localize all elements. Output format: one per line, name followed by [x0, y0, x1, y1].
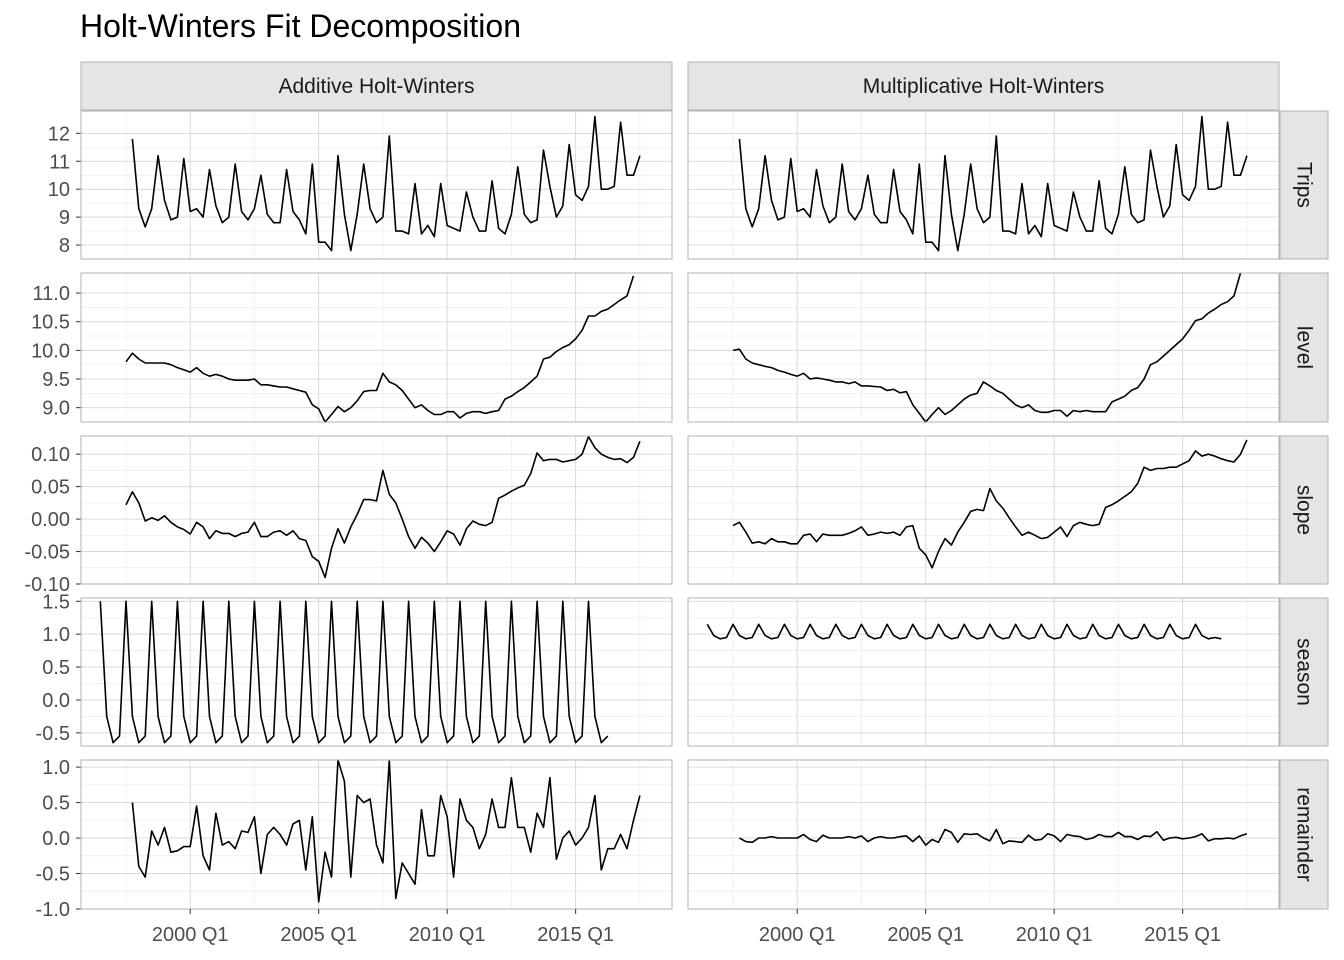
x-tick-label: 2005 Q1 — [280, 924, 357, 946]
facet-strip-row — [1279, 435, 1329, 585]
series-line-remainder-multiplicative — [739, 828, 1248, 846]
y-tick-label: 9 — [59, 207, 70, 229]
panel-background — [81, 273, 672, 422]
y-tick-label: 12 — [48, 123, 70, 145]
facet-strip-label: Additive Holt-Winters — [278, 75, 474, 98]
facet-strip-row — [1279, 272, 1329, 423]
panel-remainder-additive — [80, 759, 673, 910]
panel-background — [81, 436, 672, 584]
series-line-slope-additive — [125, 435, 641, 579]
y-tick-label: 1.0 — [42, 624, 70, 646]
y-tick-label: 9.0 — [42, 398, 70, 420]
y-tick-label: 0.00 — [31, 509, 70, 531]
panel-season-multiplicative — [687, 597, 1280, 747]
series-line-remainder-additive — [131, 759, 641, 903]
facet-strip-row — [1279, 110, 1329, 260]
panel-Trips-multiplicative — [687, 110, 1280, 260]
x-tick-label: 2010 Q1 — [409, 924, 486, 946]
facet-strip-row — [1279, 597, 1329, 747]
panel-border — [80, 597, 673, 747]
y-tick-label: -0.10 — [24, 574, 70, 596]
panel-background — [688, 598, 1279, 746]
y-tick-label: 10.0 — [31, 340, 70, 362]
y-tick-label: 0.10 — [31, 444, 70, 466]
y-tick-label: -0.05 — [24, 542, 70, 564]
facet-strip-row-label: remainder — [1293, 787, 1316, 882]
panel-slope-multiplicative — [687, 435, 1280, 585]
panel-Trips-additive — [80, 110, 673, 260]
facet-strip-row-label: level — [1293, 326, 1316, 369]
panel-background — [688, 273, 1279, 422]
series-line-slope-multiplicative — [732, 439, 1248, 569]
y-tick-label: -1.0 — [36, 899, 70, 921]
facet-strip-row-label: season — [1293, 638, 1316, 706]
x-tick-label: 2005 Q1 — [887, 924, 964, 946]
x-tick-label: 2000 Q1 — [759, 924, 836, 946]
y-tick-label: 9.5 — [42, 369, 70, 391]
y-tick-label: 1.0 — [42, 757, 70, 779]
panel-remainder-multiplicative — [687, 759, 1280, 910]
panel-border — [80, 759, 673, 910]
y-tick-label: 0.05 — [31, 477, 70, 499]
series-line-level-additive — [125, 275, 635, 423]
panel-border — [80, 435, 673, 585]
panel-border — [687, 597, 1280, 747]
facet-strip-column — [80, 61, 673, 111]
y-tick-label: 10 — [48, 179, 70, 201]
y-tick-label: 0.0 — [42, 690, 70, 712]
facet-strip-column — [687, 61, 1280, 111]
x-tick-label: 2010 Q1 — [1016, 924, 1093, 946]
y-tick-label: 11 — [49, 151, 70, 173]
panel-border — [687, 272, 1280, 423]
y-tick-label: -0.5 — [36, 864, 70, 886]
panel-season-additive — [80, 597, 673, 747]
series-line-season-additive — [99, 600, 609, 744]
panel-level-additive — [80, 272, 673, 423]
panel-level-multiplicative — [687, 272, 1280, 423]
y-tick-label: 8 — [59, 235, 70, 257]
panel-border — [687, 759, 1280, 910]
x-tick-label: 2015 Q1 — [1144, 924, 1221, 946]
panel-border — [687, 110, 1280, 260]
panel-border — [80, 272, 673, 423]
panel-background — [81, 111, 672, 259]
facet-strip-label: Multiplicative Holt-Winters — [863, 75, 1105, 98]
facet-strip-row-label: slope — [1293, 485, 1316, 535]
y-tick-label: 0.5 — [42, 657, 70, 679]
series-line-level-multiplicative — [732, 272, 1242, 423]
panel-border — [687, 435, 1280, 585]
series-line-season-multiplicative — [706, 623, 1222, 640]
chart-title: Holt-Winters Fit Decomposition — [80, 8, 521, 44]
x-tick-label: 2015 Q1 — [537, 924, 614, 946]
y-tick-label: 0.5 — [42, 793, 70, 815]
y-tick-label: 11.0 — [33, 283, 70, 305]
facet-strip-row-label: Trips — [1293, 162, 1316, 208]
series-line-Trips-multiplicative — [738, 115, 1248, 252]
panel-border — [80, 110, 673, 260]
panel-background — [688, 111, 1279, 259]
x-tick-label: 2000 Q1 — [152, 924, 229, 946]
y-tick-label: 0.0 — [42, 828, 70, 850]
y-tick-label: 1.5 — [42, 591, 70, 613]
panel-slope-additive — [80, 435, 673, 585]
series-line-Trips-additive — [131, 115, 641, 252]
y-tick-label: 10.5 — [31, 312, 70, 334]
panel-background — [688, 760, 1279, 909]
y-tick-label: -0.5 — [36, 723, 70, 745]
facet-strip-row — [1279, 759, 1329, 910]
